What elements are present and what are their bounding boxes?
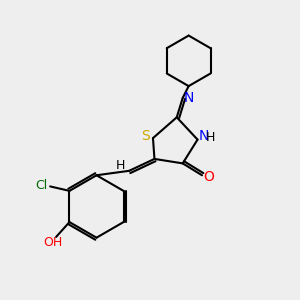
Text: OH: OH	[43, 236, 62, 249]
Text: S: S	[141, 129, 150, 143]
Text: O: O	[203, 170, 214, 184]
Text: H: H	[116, 159, 126, 172]
Text: H: H	[206, 131, 215, 144]
Text: N: N	[199, 129, 209, 143]
Text: Cl: Cl	[36, 179, 48, 192]
Text: N: N	[184, 91, 194, 105]
